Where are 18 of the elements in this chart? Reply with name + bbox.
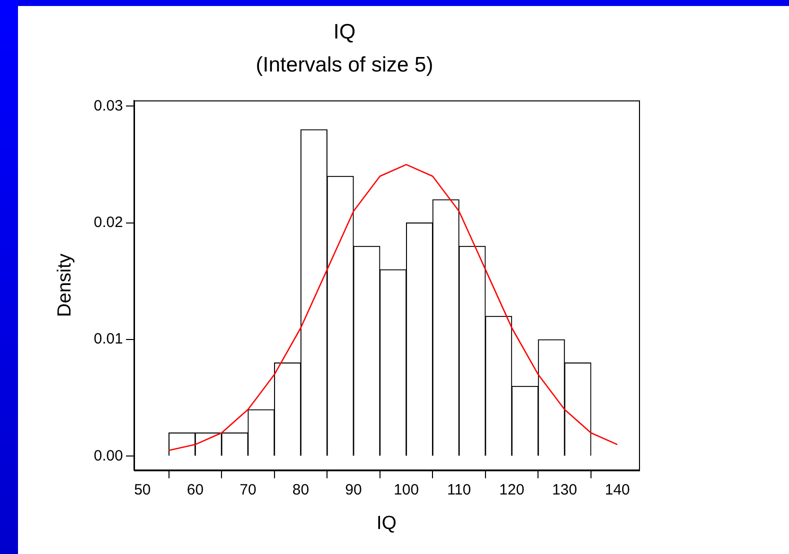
y-tick-label: 0.01 — [94, 330, 123, 348]
x-tick-label: 110 — [447, 481, 472, 498]
x-tick-label: 120 — [499, 481, 524, 498]
x-axis-title: IQ — [376, 512, 397, 534]
x-tick-label: 90 — [345, 481, 362, 498]
x-tick-label: 100 — [394, 481, 419, 498]
y-tick-label: 0.00 — [94, 447, 123, 464]
x-tick-label: 80 — [292, 481, 310, 498]
x-tick-label: 60 — [186, 481, 204, 498]
chart-subtitle: (Intervals of size 5) — [256, 54, 434, 77]
x-tick-label: 130 — [552, 481, 578, 498]
x-tick-label: 50 — [134, 481, 151, 498]
x-tick-label: 70 — [240, 481, 256, 498]
y-axis-title: Density — [54, 253, 76, 317]
y-tick-label: 0.03 — [94, 97, 123, 114]
chart-title: IQ — [333, 20, 356, 44]
x-tick-label: 140 — [604, 481, 630, 498]
y-tick-label: 0.02 — [94, 214, 123, 232]
